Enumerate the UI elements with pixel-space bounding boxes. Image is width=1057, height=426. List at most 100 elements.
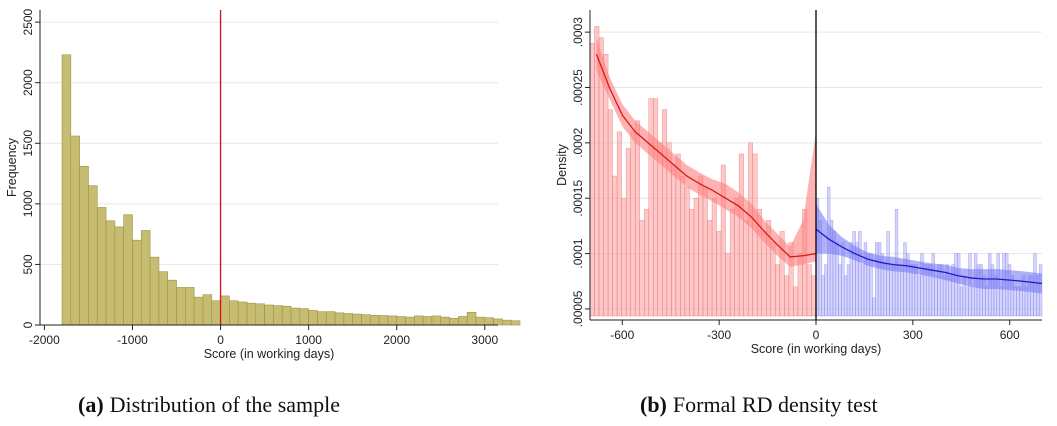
panel-a-bar-50 <box>502 319 512 326</box>
panel-a-bar-38 <box>396 316 406 326</box>
panel-b-caption: (b) Formal RD density test <box>640 392 878 418</box>
a-x-tick-label-2: 0 <box>217 333 224 347</box>
panel-a-bar-27 <box>299 308 309 326</box>
panel-b-left-bar-8 <box>625 148 631 317</box>
b-x-tick-label-0: -600 <box>610 328 634 342</box>
panel-a-axes <box>39 10 498 326</box>
panel-b-left-bar-48 <box>806 264 812 317</box>
panel-b-right-bar-10 <box>844 275 848 317</box>
panel-a-bar-3 <box>88 185 98 326</box>
panel-b-left-bar-43 <box>784 275 790 317</box>
b-y-tick-label-1: .0001 <box>571 238 585 268</box>
panel-b-left-bar-28 <box>716 231 722 317</box>
panel-b-right-bar-47 <box>948 275 952 317</box>
panel-a-bar-26 <box>290 307 301 326</box>
panel-a-caption-text: Distribution of the sample <box>109 392 341 417</box>
panel-a-x-axis-label: Score (in working days) <box>204 347 335 361</box>
b-y-tick-label-3: .0002 <box>571 128 585 158</box>
panel-a-bar-14 <box>185 287 195 326</box>
panel-a-bar-20 <box>237 301 248 326</box>
panel-a-bar-37 <box>387 315 398 326</box>
panel-b-right-bar-24 <box>883 264 887 317</box>
panel-a-bar-36 <box>378 315 389 326</box>
panel-a-bar-35 <box>369 315 380 326</box>
panel-b-left-bar-35 <box>747 142 753 317</box>
panel-b-left-bar-41 <box>775 264 781 317</box>
panel-a-bar-16 <box>202 294 213 326</box>
b-y-tick-label-2: .00015 <box>571 180 585 217</box>
panel-b-left-bar-18 <box>671 164 677 317</box>
b-x-tick-label-1: -300 <box>707 328 731 342</box>
b-y-tick-label-0: .00005 <box>571 290 585 327</box>
panel-b-right-bar-16 <box>860 264 865 317</box>
panel-a-bar-29 <box>317 311 327 326</box>
panel-b-left-bar-11 <box>639 220 645 317</box>
panel-b-left-bar-45 <box>793 286 799 317</box>
panel-a-bar-17 <box>211 300 221 326</box>
panel-a-bar-4 <box>96 207 107 326</box>
panel-b-left-bar-16 <box>662 109 668 317</box>
panel-b-left-bar-24 <box>698 175 704 317</box>
panel-a-bar-2 <box>79 165 89 326</box>
panel-b-right-bar-25 <box>886 231 890 317</box>
panel-a-bar-34 <box>361 314 371 326</box>
panel-b-right-bar-15 <box>858 231 862 317</box>
panel-a-distribution: -2000 -1000 0 1000 2000 3000 0 500 1000 1500 2000… <box>5 8 521 361</box>
panel-a-bar-12 <box>167 279 177 326</box>
panel-a-bar-41 <box>422 316 433 326</box>
panel-b-right-bar-42 <box>934 275 938 317</box>
panel-a-bar-30 <box>325 311 336 326</box>
panel-b-left-bar-26 <box>707 220 713 317</box>
panel-b-y-axis-label: Density <box>555 143 569 185</box>
panel-b-right-bar-11 <box>846 264 851 317</box>
panel-a-bar-8 <box>132 239 142 326</box>
b-x-tick-label-4: 600 <box>1000 328 1020 342</box>
panel-a-bar-33 <box>352 313 362 326</box>
panel-b-left-bar-30 <box>725 253 731 317</box>
panel-a-bar-0 <box>61 54 72 326</box>
panel-a-bar-24 <box>273 305 283 326</box>
panel-b-left-bar-42 <box>779 231 785 317</box>
panel-b-right-bar-71 <box>1016 286 1020 317</box>
panel-a-caption-label: (a) <box>78 392 104 417</box>
panel-a-bar-9 <box>140 230 151 326</box>
panel-b-right-bar-21 <box>875 242 879 317</box>
panel-b-right-bar-45 <box>942 275 947 317</box>
panel-a-bar-40 <box>414 315 424 326</box>
panel-b-rd-density: -600 -300 0 300 600 .00005.0001.00015.0002.0… <box>555 10 1043 356</box>
panel-b-right-bar-2 <box>821 275 825 317</box>
panel-b-right-bar-50 <box>957 253 961 317</box>
panel-b-left-histogram <box>589 26 817 317</box>
panel-b-left-bar-29 <box>720 164 726 317</box>
panel-a-bar-10 <box>149 256 160 326</box>
panel-a-bar-28 <box>308 310 318 326</box>
panel-b-right-bar-27 <box>892 264 896 317</box>
panel-a-caption: (a) Distribution of the sample <box>78 392 340 418</box>
panel-b-right-bar-26 <box>889 264 893 317</box>
panel-a-bar-43 <box>440 316 450 326</box>
panel-a-bar-13 <box>176 287 186 326</box>
panel-b-right-bar-55 <box>971 286 975 317</box>
panel-a-y-ticks: 0 500 1000 1500 2000 2500 <box>21 8 40 328</box>
panel-b-right-bar-53 <box>965 286 969 317</box>
a-y-tick-label-1: 500 <box>21 254 35 274</box>
panel-b-left-bar-14 <box>653 98 659 317</box>
panel-a-bar-32 <box>343 313 353 326</box>
panel-a-bar-49 <box>493 318 503 326</box>
a-x-tick-label-0: -2000 <box>29 333 60 347</box>
panel-b-right-bar-60 <box>985 286 989 317</box>
panel-b-right-bar-8 <box>838 264 842 317</box>
panel-a-bar-46 <box>466 311 477 326</box>
panel-b-right-bar-29 <box>897 264 901 317</box>
panel-a-bar-6 <box>114 226 124 326</box>
panel-a-bar-1 <box>70 135 80 326</box>
panel-b-left-bar-9 <box>630 131 636 317</box>
panel-b-left-bar-7 <box>621 197 627 317</box>
panel-b-left-bar-6 <box>616 131 622 317</box>
a-y-tick-label-5: 2500 <box>21 8 35 35</box>
a-y-tick-label-3: 1500 <box>21 130 35 157</box>
panel-b-right-confidence-band <box>816 203 1042 294</box>
panel-a-bar-51 <box>510 320 521 326</box>
panel-a-bar-19 <box>229 300 239 326</box>
